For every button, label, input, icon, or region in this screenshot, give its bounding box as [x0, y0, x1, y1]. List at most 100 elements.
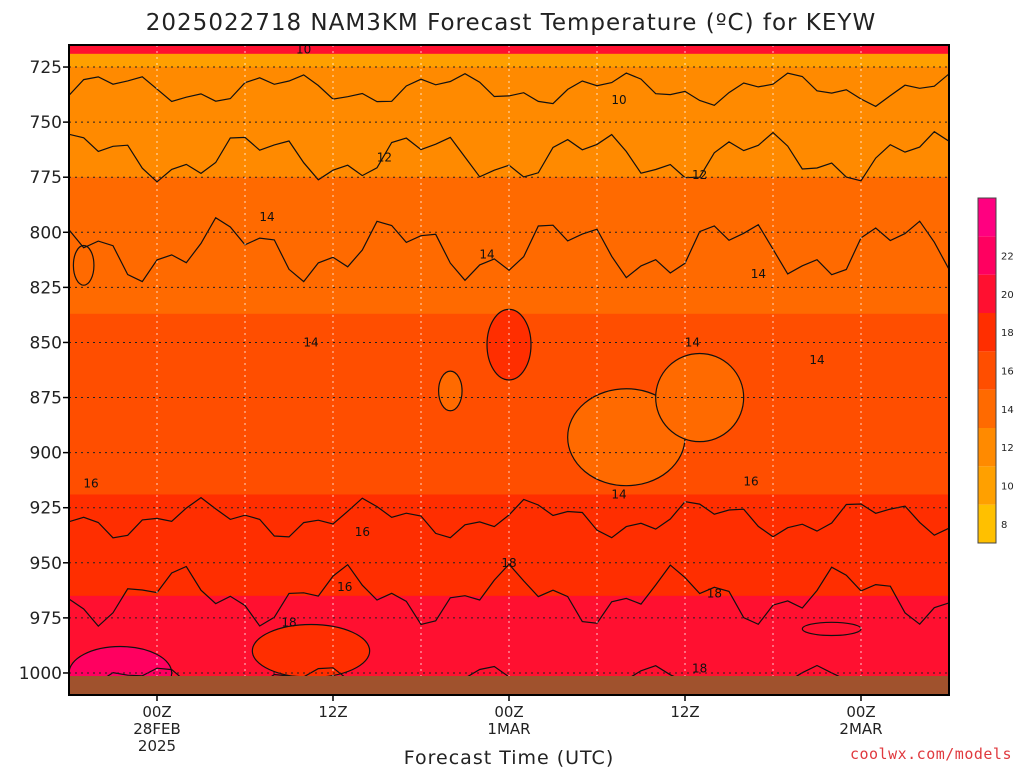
temperature-band-cell	[69, 269, 949, 275]
temperature-band-cell	[69, 278, 949, 284]
temperature-band-cell	[69, 252, 949, 258]
temperature-band-cell	[69, 221, 949, 227]
contour-label: 16	[337, 580, 352, 594]
temperature-band-cell	[69, 600, 949, 606]
colorbar-segment	[978, 389, 996, 428]
temperature-band-cell	[69, 573, 949, 579]
y-tick-label: 875	[30, 389, 62, 409]
temperature-band-cell	[69, 670, 949, 676]
temperature-band-cell	[69, 419, 949, 425]
temperature-band-cell	[69, 208, 949, 213]
y-tick-label: 925	[30, 499, 62, 519]
temperature-band-cell	[69, 243, 949, 249]
temperature-cell	[801, 621, 862, 637]
x-tick-label: 00Z	[846, 703, 875, 721]
y-tick-label: 800	[30, 223, 62, 243]
colorbar-frame	[977, 197, 997, 544]
x-tick-label: 00Z	[142, 703, 171, 721]
y-tick-label: 1000	[19, 664, 62, 684]
temperature-band-cell	[69, 190, 949, 196]
temperature-band-cell	[69, 569, 949, 575]
temperature-cell	[438, 370, 463, 412]
temperature-band-cell	[69, 384, 949, 390]
contour-label: 18	[707, 587, 722, 601]
temperature-band-cell	[69, 256, 949, 262]
x-tick-label: 28FEB	[133, 720, 180, 738]
y-tick-label: 825	[30, 278, 62, 298]
isotherm-18	[69, 563, 949, 628]
temperature-band-cell	[69, 538, 949, 544]
temperature-band-cell	[69, 388, 949, 394]
contour-label: 14	[303, 335, 318, 349]
y-tick-label: 900	[30, 444, 62, 464]
temperature-band-cell	[69, 124, 949, 130]
x-tick-label: 12Z	[318, 703, 347, 721]
colorbar-segment	[978, 466, 996, 505]
colorbar: 8 10 12 14 16 18 20 22	[977, 197, 1014, 544]
temperature-band-cell	[69, 291, 949, 297]
temperature-band-cell	[69, 534, 949, 540]
contour-label: 12	[377, 150, 392, 164]
contour-label: 18	[281, 615, 296, 629]
temperature-band-cell	[69, 260, 949, 266]
colorbar-segment	[978, 351, 996, 390]
temperature-band-cell	[69, 454, 949, 460]
temperature-band-cell	[69, 119, 949, 125]
x-tick-label: 1MAR	[487, 720, 530, 738]
temperature-band-cell	[69, 410, 949, 416]
colorbar-tick-label: 20	[1001, 290, 1014, 301]
contour-label: 18	[501, 556, 516, 570]
temperature-band-cell	[69, 155, 949, 161]
temperature-band-cell	[69, 604, 949, 610]
contour-label: 16	[743, 474, 758, 488]
contour-label: 18	[692, 662, 707, 676]
temperature-band-cell	[69, 657, 949, 663]
temperature-band-cell	[69, 71, 949, 77]
temperature-band-cell	[69, 58, 949, 64]
colorbar-tick-label: 12	[1001, 443, 1014, 454]
contour-labels: 10 10 12 12 14 14 14 14 14 14 14 16 16 16 16 18 18 18 18	[83, 45, 824, 676]
temperature-band-cell	[69, 423, 949, 429]
temperature-band-cell	[69, 159, 949, 165]
y-tick-label: 975	[30, 609, 62, 629]
y-tick-label: 950	[30, 554, 62, 574]
temperature-band-cell	[69, 525, 949, 531]
x-tick-label: 2MAR	[839, 720, 882, 738]
colorbar-segment	[978, 428, 996, 467]
temperature-band-cell	[69, 106, 949, 112]
temperature-band-cell	[69, 274, 949, 280]
temperature-band-cell	[69, 542, 949, 548]
temperature-band-cell	[69, 437, 949, 443]
grid-lines	[69, 45, 949, 695]
temperature-band-cell	[69, 560, 949, 566]
temperature-band-cell	[69, 53, 949, 59]
contour-label: 14	[611, 487, 626, 501]
x-axis-label: Forecast Time (UTC)	[404, 747, 614, 768]
contour-label: 16	[355, 525, 370, 539]
plot-area: 10 10 12 12 14 14 14 14 14 14 14 16 16 16 16 18 18 18 18	[69, 45, 949, 695]
temperature-band-cell	[69, 177, 949, 183]
y-tick-label: 750	[30, 113, 62, 133]
colorbar-tick-label: 16	[1001, 367, 1014, 378]
contour-label: 14	[751, 267, 766, 281]
temperature-band-cell	[69, 203, 949, 209]
temperature-band-cell	[69, 186, 949, 191]
contour-label: 10	[611, 93, 626, 107]
temperature-band-cell	[69, 62, 949, 68]
temperature-band-cell	[69, 305, 949, 310]
temperature-band-cell	[69, 168, 949, 174]
temperature-band-cell	[69, 626, 949, 632]
temperature-band-cell	[69, 102, 949, 108]
temperature-band-cell	[69, 490, 949, 495]
temperature-band-cell	[69, 450, 949, 456]
colorbar-segment	[978, 274, 996, 313]
temperature-band-cell	[69, 556, 949, 562]
colorbar-segment	[978, 504, 996, 543]
temperature-band-cell	[69, 551, 949, 557]
temperature-band-cell	[69, 516, 949, 522]
temperature-band-cell	[69, 89, 949, 94]
temperature-cell	[72, 244, 95, 286]
temperature-band-cell	[69, 75, 949, 81]
chart-title: 2025022718 NAM3KM Forecast Temperature (…	[146, 10, 876, 36]
contour-label: 14	[685, 335, 700, 349]
